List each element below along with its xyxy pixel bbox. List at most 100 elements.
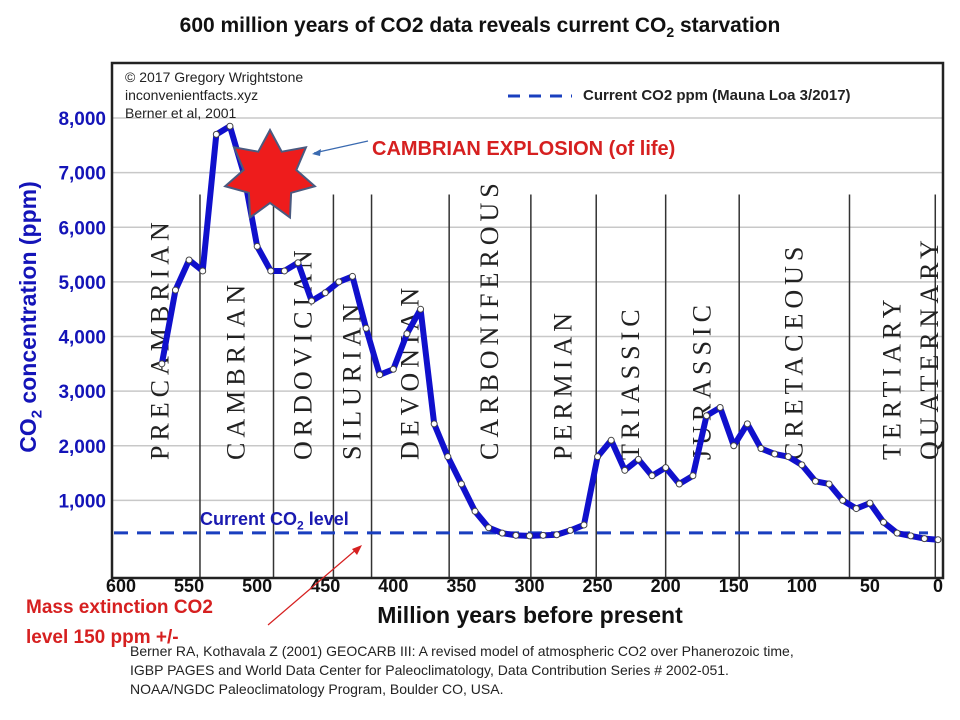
data-point — [934, 536, 942, 544]
period-labels: PRECAMBRIAN CAMBRIAN ORDOVICIAN SILURIAN DEV… — [145, 178, 944, 460]
data-point — [335, 278, 343, 286]
data-point — [771, 450, 779, 458]
data-point — [880, 518, 888, 526]
legend-label: Current CO2 ppm (Mauna Loa 3/2017) — [583, 87, 851, 104]
data-point — [457, 480, 465, 488]
y-axis-label: CO2 concentration (ppm) — [15, 181, 46, 453]
data-point — [267, 267, 275, 275]
x-tick-label: 300 — [514, 576, 544, 596]
data-point — [566, 526, 574, 534]
data-point — [689, 472, 697, 480]
data-point — [907, 532, 915, 540]
x-tick-label: 250 — [583, 576, 613, 596]
y-tick-labels: 1,000 2,000 3,000 4,000 5,000 6,000 7,000 8,000 — [58, 109, 106, 512]
y-tick-label: 1,000 — [58, 491, 106, 512]
extinction-arrow-head — [352, 545, 362, 555]
x-tick-label: 600 — [106, 576, 136, 596]
chart-title: 600 million years of CO2 data reveals cu… — [179, 14, 781, 41]
x-tick-label: 550 — [174, 576, 204, 596]
x-tick-label: 450 — [310, 576, 340, 596]
data-point — [308, 297, 316, 305]
data-point — [171, 286, 179, 294]
cambrian-arrow-head — [312, 149, 321, 156]
x-tick-label: 50 — [860, 576, 880, 596]
x-tick-label: 400 — [378, 576, 408, 596]
data-point — [866, 499, 874, 507]
data-point — [294, 259, 302, 267]
data-point — [743, 420, 751, 428]
y-tick-label: 8,000 — [58, 109, 106, 130]
cambrian-star-icon — [223, 127, 317, 220]
data-point — [348, 272, 356, 280]
data-point — [539, 531, 547, 539]
y-tick-label: 3,000 — [58, 382, 106, 403]
period-label: CARBONIFEROUS — [475, 178, 504, 460]
extinction-line-2: level 150 ppm +/- — [26, 627, 179, 648]
data-point — [526, 532, 533, 540]
data-point — [498, 529, 506, 537]
citation-line: NOAA/NGDC Paleoclimatology Program, Boul… — [130, 681, 504, 697]
data-point — [226, 122, 234, 130]
period-dividers — [199, 194, 937, 577]
data-point — [403, 330, 411, 338]
co2-series-line — [158, 123, 939, 543]
data-point — [730, 442, 738, 450]
cambrian-annotation: CAMBRIAN EXPLOSION (of life) — [372, 138, 676, 160]
x-tick-label: 100 — [787, 576, 817, 596]
x-axis-label: Million years before present — [377, 602, 683, 628]
credits: © 2017 Gregory Wrightstone inconvenientf… — [125, 68, 303, 122]
data-point — [784, 453, 792, 461]
period-label: PRECAMBRIAN — [145, 217, 174, 460]
y-tick-label: 7,000 — [58, 164, 106, 185]
credit-copyright: © 2017 Gregory Wrightstone — [125, 69, 304, 85]
period-label: TERTIARY — [877, 294, 906, 460]
data-point — [594, 453, 602, 461]
period-label: TRIASSIC — [616, 304, 645, 460]
data-point — [893, 529, 901, 537]
data-point — [212, 130, 220, 138]
credit-source: Berner et al, 2001 — [125, 105, 237, 121]
extinction-line-1: Mass extinction CO2 — [26, 597, 213, 618]
data-point — [703, 412, 711, 420]
period-label: CRETACEOUS — [779, 242, 808, 460]
period-label: SILURIAN — [337, 299, 366, 460]
period-label: PERMIAN — [549, 308, 578, 460]
y-tick-label: 6,000 — [58, 218, 106, 239]
data-point — [580, 521, 588, 529]
x-tick-label: 0 — [933, 576, 943, 596]
data-point — [634, 455, 642, 463]
y-tick-label: 2,000 — [58, 437, 106, 458]
data-point — [389, 365, 397, 373]
citation-line: Berner RA, Kothavala Z (2001) GEOCARB II… — [130, 643, 794, 659]
credit-website: inconvenientfacts.xyz — [125, 87, 259, 103]
data-point — [417, 305, 425, 313]
data-point — [825, 480, 833, 488]
data-point — [675, 480, 683, 488]
data-point — [920, 535, 928, 543]
data-points — [158, 122, 942, 544]
y-tick-label: 5,000 — [58, 273, 106, 294]
data-point — [621, 466, 629, 474]
data-point — [798, 461, 806, 469]
data-point — [471, 507, 479, 515]
data-point — [362, 324, 370, 332]
data-point — [662, 464, 670, 472]
data-point — [321, 289, 329, 297]
data-point — [199, 267, 207, 275]
data-point — [158, 360, 166, 368]
period-label: QUATERNARY — [915, 235, 944, 460]
data-point — [852, 505, 860, 513]
plot-frame — [110, 61, 945, 580]
x-tick-label: 350 — [446, 576, 476, 596]
data-point — [253, 242, 261, 250]
data-point — [839, 496, 847, 504]
data-point — [811, 477, 819, 485]
current-level-annotation: Current CO2 level — [200, 509, 349, 533]
x-tick-label: 150 — [719, 576, 749, 596]
data-point — [376, 371, 384, 379]
data-point — [716, 404, 724, 412]
x-tick-label: 500 — [242, 576, 272, 596]
y-tick-label: 4,000 — [58, 328, 106, 349]
data-point — [430, 420, 438, 428]
